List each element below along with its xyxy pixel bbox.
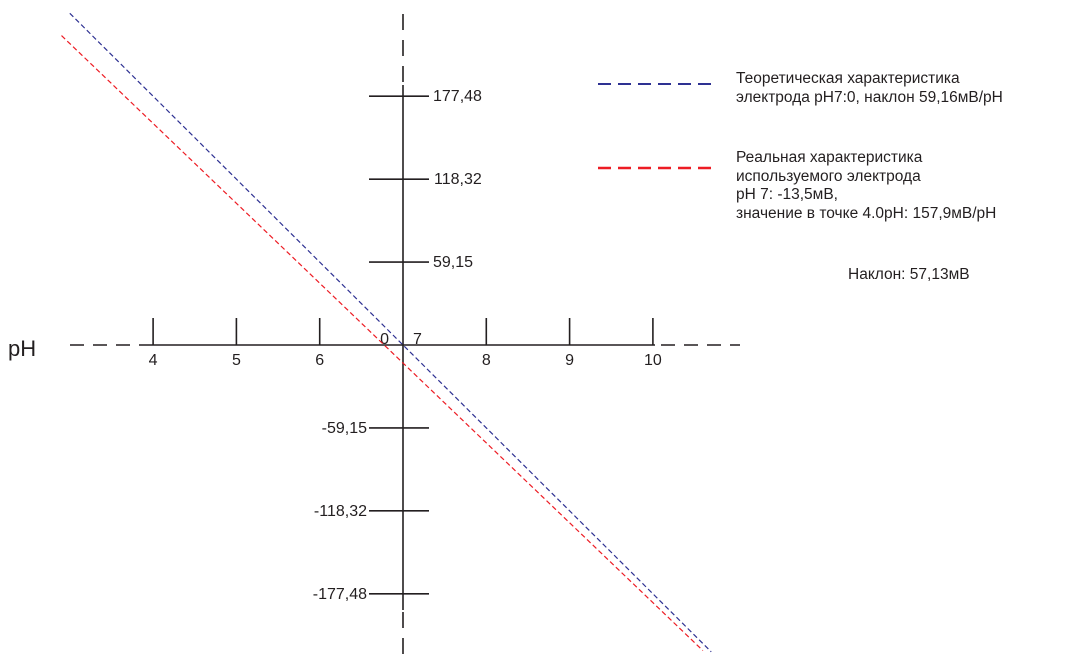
x-axis-label: pH xyxy=(8,336,36,361)
series-theoretical-line xyxy=(69,12,712,653)
series-real-line xyxy=(61,35,704,652)
legend-theoretical-line-2: электрода pH7:0, наклон 59,16мВ/pH xyxy=(736,89,1003,106)
x-tick-label: 6 xyxy=(315,352,324,369)
legend-entry-theoretical: Теоретическая характеристика электрода p… xyxy=(736,69,1003,107)
x-tick-label: 8 xyxy=(482,352,491,369)
x-tick-label: 5 xyxy=(232,352,241,369)
y-tick-label: 177,48 xyxy=(433,88,482,105)
legend-real-line-3: pH 7: -13,5мВ, xyxy=(736,186,838,204)
tick-labels: 4 5 6 7 8 9 10 0 177,48 118,32 59,15 -59,15 -118,32 -… xyxy=(149,88,662,603)
origin-zero-label: 0 xyxy=(380,331,389,348)
y-tick-label: -118,32 xyxy=(314,503,367,520)
y-tick-label: -59,15 xyxy=(322,420,367,437)
x-tick-label: 10 xyxy=(644,352,662,369)
y-tick-label: 59,15 xyxy=(433,254,473,271)
legend-real-line-1: Реальная характеристика xyxy=(736,149,923,166)
legend-real-line-2: используемого электрода xyxy=(736,167,921,185)
x-tick-label: 9 xyxy=(565,352,574,369)
y-tick-label: -177,48 xyxy=(313,586,367,603)
x-tick-label: 4 xyxy=(149,352,158,369)
axes xyxy=(70,14,740,658)
legend-entry-real: Реальная характеристика используемого эл… xyxy=(736,149,996,224)
legend-swatches xyxy=(598,83,715,170)
y-tick-label: 118,32 xyxy=(434,171,482,188)
tick-marks xyxy=(152,95,654,595)
legend-real-line-4: значение в точке 4.0pH: 157,9мВ/pH xyxy=(736,205,997,223)
slope-note: Наклон: 57,13мВ xyxy=(848,266,970,283)
legend-theoretical-line-1: Теоретическая характеристика xyxy=(736,70,960,87)
series-lines xyxy=(61,12,712,653)
x-tick-label: 7 xyxy=(413,331,422,348)
